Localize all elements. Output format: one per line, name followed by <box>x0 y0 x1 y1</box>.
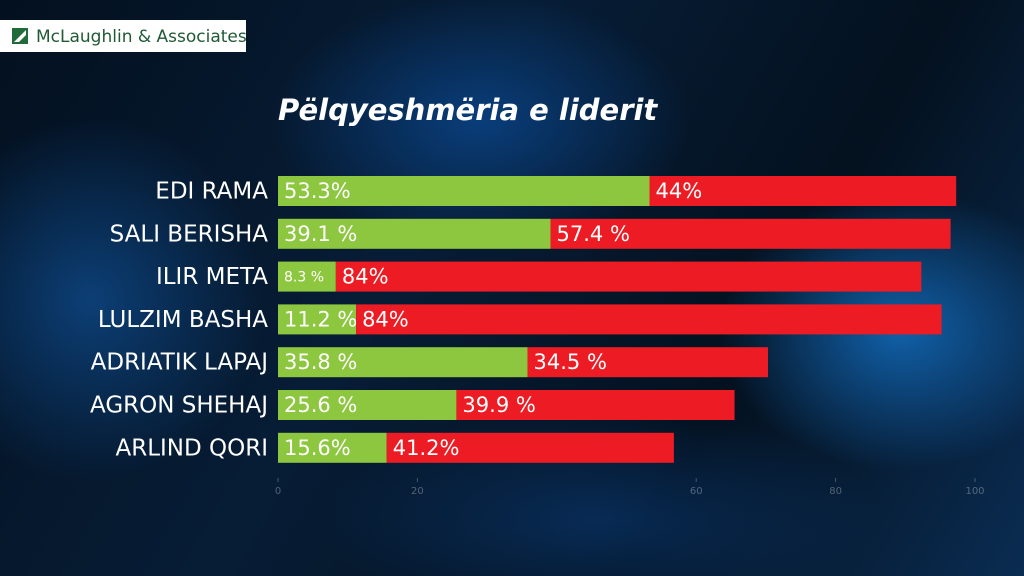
value-label: 44% <box>656 179 703 203</box>
value-label: 39.1 % <box>284 222 357 246</box>
category-label: ARLIND QORI <box>115 435 268 461</box>
category-label: ADRIATIK LAPAJ <box>91 350 268 376</box>
bar-segment <box>278 218 551 249</box>
value-label: 39.9 % <box>462 393 535 417</box>
bar-segment <box>278 261 336 292</box>
bar-segment <box>278 390 457 420</box>
bar-segment <box>356 304 942 335</box>
value-label: 84% <box>362 307 409 331</box>
category-label: EDI RAMA <box>155 179 268 205</box>
bar-segment <box>278 176 650 206</box>
bar-segment <box>278 432 387 463</box>
category-label: AGRON SHEHAJ <box>90 393 268 419</box>
logo-text: McLaughlin & Associates <box>36 27 247 47</box>
logo-icon-mark <box>14 30 26 42</box>
x-tick-label: 0 <box>275 486 281 497</box>
value-label: 57.4 % <box>557 222 630 246</box>
bar-segment <box>386 432 674 463</box>
x-tick-label: 20 <box>411 486 424 497</box>
value-label: 8.3 % <box>284 270 324 286</box>
value-label: 35.8 % <box>284 350 357 374</box>
value-label: 34.5 % <box>534 350 607 374</box>
category-label: ILIR META <box>156 264 268 290</box>
x-tick-label: 60 <box>690 486 703 497</box>
value-label: 11.2 % <box>284 307 357 331</box>
bar-segment <box>278 347 528 378</box>
bar-segment <box>456 390 735 420</box>
logo-box <box>0 20 246 52</box>
bar-segment <box>278 304 357 335</box>
value-label: 41.2% <box>393 436 460 460</box>
bar-segment <box>550 218 951 249</box>
value-label: 25.6 % <box>284 393 357 417</box>
x-tick-label: 100 <box>965 486 984 497</box>
bar-segment <box>649 176 957 206</box>
x-tick-label: 80 <box>829 486 842 497</box>
bar-segment <box>527 347 768 378</box>
value-label: 15.6% <box>284 436 351 460</box>
value-label: 53.3% <box>284 179 351 203</box>
bar-segment <box>335 261 922 292</box>
category-label: LULZIM BASHA <box>98 307 268 333</box>
category-label: SALI BERISHA <box>110 221 269 247</box>
chart-title: Pëlqyeshmëria e liderit <box>278 93 658 127</box>
value-label: 84% <box>342 265 389 289</box>
